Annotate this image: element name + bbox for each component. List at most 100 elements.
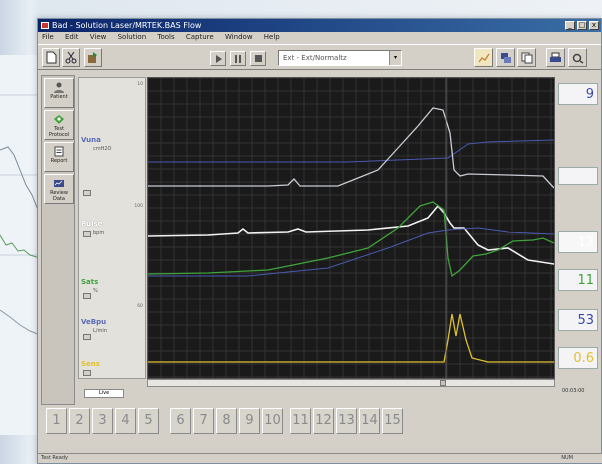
channel-toggle[interactable] xyxy=(83,370,91,376)
trace-sats xyxy=(147,201,555,278)
channel-toggle[interactable] xyxy=(83,334,91,340)
trace-pulse xyxy=(147,204,555,265)
new-file-button[interactable] xyxy=(42,48,60,67)
review-icon xyxy=(54,180,64,187)
marker-button-3[interactable]: 3 xyxy=(92,408,113,434)
menu-capture[interactable]: Capture xyxy=(185,33,214,41)
settings-button[interactable] xyxy=(568,48,587,67)
trace-vuna xyxy=(148,107,555,189)
channel-name-vebpu: VeBpu xyxy=(81,318,107,326)
status-indicator: NUM xyxy=(561,455,573,461)
marker-button-15[interactable]: 15 xyxy=(382,408,403,434)
play-button[interactable] xyxy=(210,51,226,66)
zoom-control[interactable]: Live xyxy=(84,389,124,398)
status-text: Test Ready xyxy=(41,455,68,461)
channel-unit: % xyxy=(93,288,98,294)
export-button[interactable] xyxy=(84,48,102,67)
copy-icon xyxy=(521,52,532,63)
channel-name-sens: Sens xyxy=(81,360,100,368)
marker-button-6[interactable]: 6 xyxy=(170,408,191,434)
status-bar: Test Ready NUM xyxy=(38,453,602,463)
marker-button-5[interactable]: 5 xyxy=(138,408,159,434)
zoom-label: Live xyxy=(99,390,110,396)
channel-unit: L/min xyxy=(93,328,107,334)
channel-name-sats: Sats xyxy=(81,278,99,286)
close-button[interactable]: x xyxy=(589,21,599,30)
waveform-canvas xyxy=(147,77,555,378)
channel-toggle[interactable] xyxy=(83,190,91,196)
waveform-plot[interactable] xyxy=(147,77,555,379)
new-file-icon xyxy=(46,51,56,64)
menu-help[interactable]: Help xyxy=(263,33,280,41)
chevron-down-icon[interactable]: ▾ xyxy=(389,51,401,65)
scissors-icon xyxy=(65,51,77,64)
background-window xyxy=(0,55,40,435)
export-icon xyxy=(88,52,97,63)
menu-tools[interactable]: Tools xyxy=(157,33,175,41)
stop-icon xyxy=(254,55,262,62)
chart-view-button[interactable] xyxy=(474,48,493,67)
horizontal-scrollbar[interactable] xyxy=(147,379,555,387)
marker-button-8[interactable]: 8 xyxy=(216,408,237,434)
marker-button-13[interactable]: 13 xyxy=(336,408,357,434)
menu-bar: File Edit View Solution Tools Capture Wi… xyxy=(38,32,601,43)
printer-icon xyxy=(550,52,561,62)
channel-unit: cmH2O xyxy=(93,146,112,152)
chart-icon xyxy=(478,53,489,62)
marker-button-9[interactable]: 9 xyxy=(239,408,260,434)
channel-toggle[interactable] xyxy=(83,293,91,299)
channel-toggle[interactable] xyxy=(83,231,91,237)
pause-icon xyxy=(234,54,241,63)
preset-dropdown[interactable]: Ext - Ext/Normaltz ▾ xyxy=(278,50,402,66)
elapsed-time: 00:03:00 xyxy=(562,388,585,394)
channel-name-pulse: Pulse xyxy=(81,220,103,228)
readout-vebpu: 53 xyxy=(558,309,598,331)
menu-solution[interactable]: Solution xyxy=(117,33,147,41)
readout-column: 9 12 11 53 0.6 xyxy=(558,77,600,389)
nav-report[interactable]: Report xyxy=(44,142,74,172)
cut-button[interactable] xyxy=(62,48,80,67)
app-window: Bad - Solution Laser/MRTEK.BAS Flow _ □ … xyxy=(37,18,602,464)
background-chart xyxy=(0,55,40,435)
protocol-icon xyxy=(54,115,64,124)
print-button[interactable] xyxy=(546,48,565,67)
marker-button-14[interactable]: 14 xyxy=(359,408,380,434)
marker-button-1[interactable]: 1 xyxy=(46,408,67,434)
stop-button[interactable] xyxy=(250,51,266,66)
scale-top: 100 xyxy=(134,204,143,209)
pause-button[interactable] xyxy=(230,51,246,66)
menu-file[interactable]: File xyxy=(42,33,54,41)
preset-value: Ext - Ext/Normaltz xyxy=(283,54,347,62)
menu-view[interactable]: View xyxy=(89,33,107,41)
menu-edit[interactable]: Edit xyxy=(64,33,79,41)
title-bar: Bad - Solution Laser/MRTEK.BAS Flow _ □ … xyxy=(38,19,601,32)
maximize-button[interactable]: □ xyxy=(577,21,587,30)
play-icon xyxy=(215,54,222,63)
readout-sens: 0.6 xyxy=(558,347,598,369)
scale-top: 60 xyxy=(137,304,143,309)
nav-patient[interactable]: Patient xyxy=(44,78,74,108)
windows-icon xyxy=(500,52,511,63)
marker-button-4[interactable]: 4 xyxy=(115,408,136,434)
app-icon xyxy=(41,22,49,29)
trace-sens xyxy=(148,313,554,363)
nav-test-protocol[interactable]: Test Protocol xyxy=(44,110,74,140)
report-icon xyxy=(54,146,64,157)
patient-icon xyxy=(54,82,64,93)
scroll-thumb[interactable] xyxy=(440,380,446,386)
menu-window[interactable]: Window xyxy=(224,33,253,41)
nav-review-data[interactable]: Review Data xyxy=(44,174,74,204)
marker-button-10[interactable]: 10 xyxy=(262,408,283,434)
scale-top: 10 xyxy=(137,82,143,87)
minimize-button[interactable]: _ xyxy=(565,21,575,30)
marker-button-12[interactable]: 12 xyxy=(313,408,334,434)
channel-unit: bpm xyxy=(93,230,105,236)
marker-button-2[interactable]: 2 xyxy=(69,408,90,434)
windows-button[interactable] xyxy=(496,48,515,67)
trace-vebpu xyxy=(148,227,555,277)
marker-button-11[interactable]: 11 xyxy=(290,408,311,434)
copy-button[interactable] xyxy=(517,48,536,67)
marker-button-7[interactable]: 7 xyxy=(193,408,214,434)
left-nav: Patient Test Protocol Report Review Data xyxy=(41,75,75,405)
